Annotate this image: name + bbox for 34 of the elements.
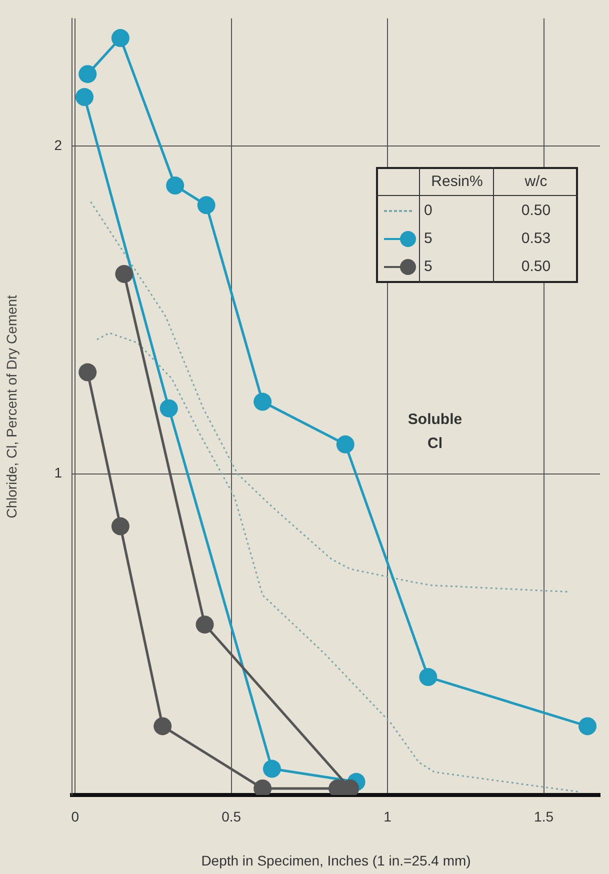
- point: [111, 29, 130, 48]
- point: [262, 760, 281, 778]
- y-axis-title: Chloride, Cl, Percent of Dry Cement: [3, 294, 20, 518]
- x-tick-label: 0: [71, 808, 80, 824]
- point: [78, 363, 97, 382]
- legend-title: Resin%: [430, 172, 484, 192]
- line-series: [96, 332, 579, 792]
- point: [115, 264, 134, 283]
- point: [197, 196, 216, 214]
- point: [254, 392, 272, 411]
- legend-label: 5: [424, 229, 432, 249]
- annotation: 0.50: [520, 201, 552, 221]
- point: [111, 517, 130, 536]
- annotation: w/c: [524, 172, 548, 192]
- point: [419, 668, 438, 686]
- annotation: 0.53: [520, 229, 552, 249]
- point: [154, 717, 172, 736]
- legend-label: 0: [424, 201, 432, 221]
- x-axis-title: Depth in Specimen, Inches (1 in.=25.4 mm): [201, 852, 471, 868]
- point: [336, 435, 354, 454]
- point: [78, 65, 97, 84]
- annotation: Soluble Cl: [406, 410, 464, 454]
- y-tick-label: 2: [54, 137, 62, 154]
- x-tick-label: 1: [384, 808, 392, 824]
- line-series: [90, 201, 570, 593]
- x-tick-label: 0.5: [222, 808, 242, 824]
- legend-label: 5: [424, 257, 432, 277]
- x-tick-label: 1.5: [534, 808, 554, 824]
- point: [160, 399, 178, 418]
- point: [75, 88, 94, 106]
- annotation: 0.50: [520, 257, 552, 277]
- point: [578, 717, 597, 736]
- point: [196, 616, 214, 634]
- point: [166, 176, 184, 195]
